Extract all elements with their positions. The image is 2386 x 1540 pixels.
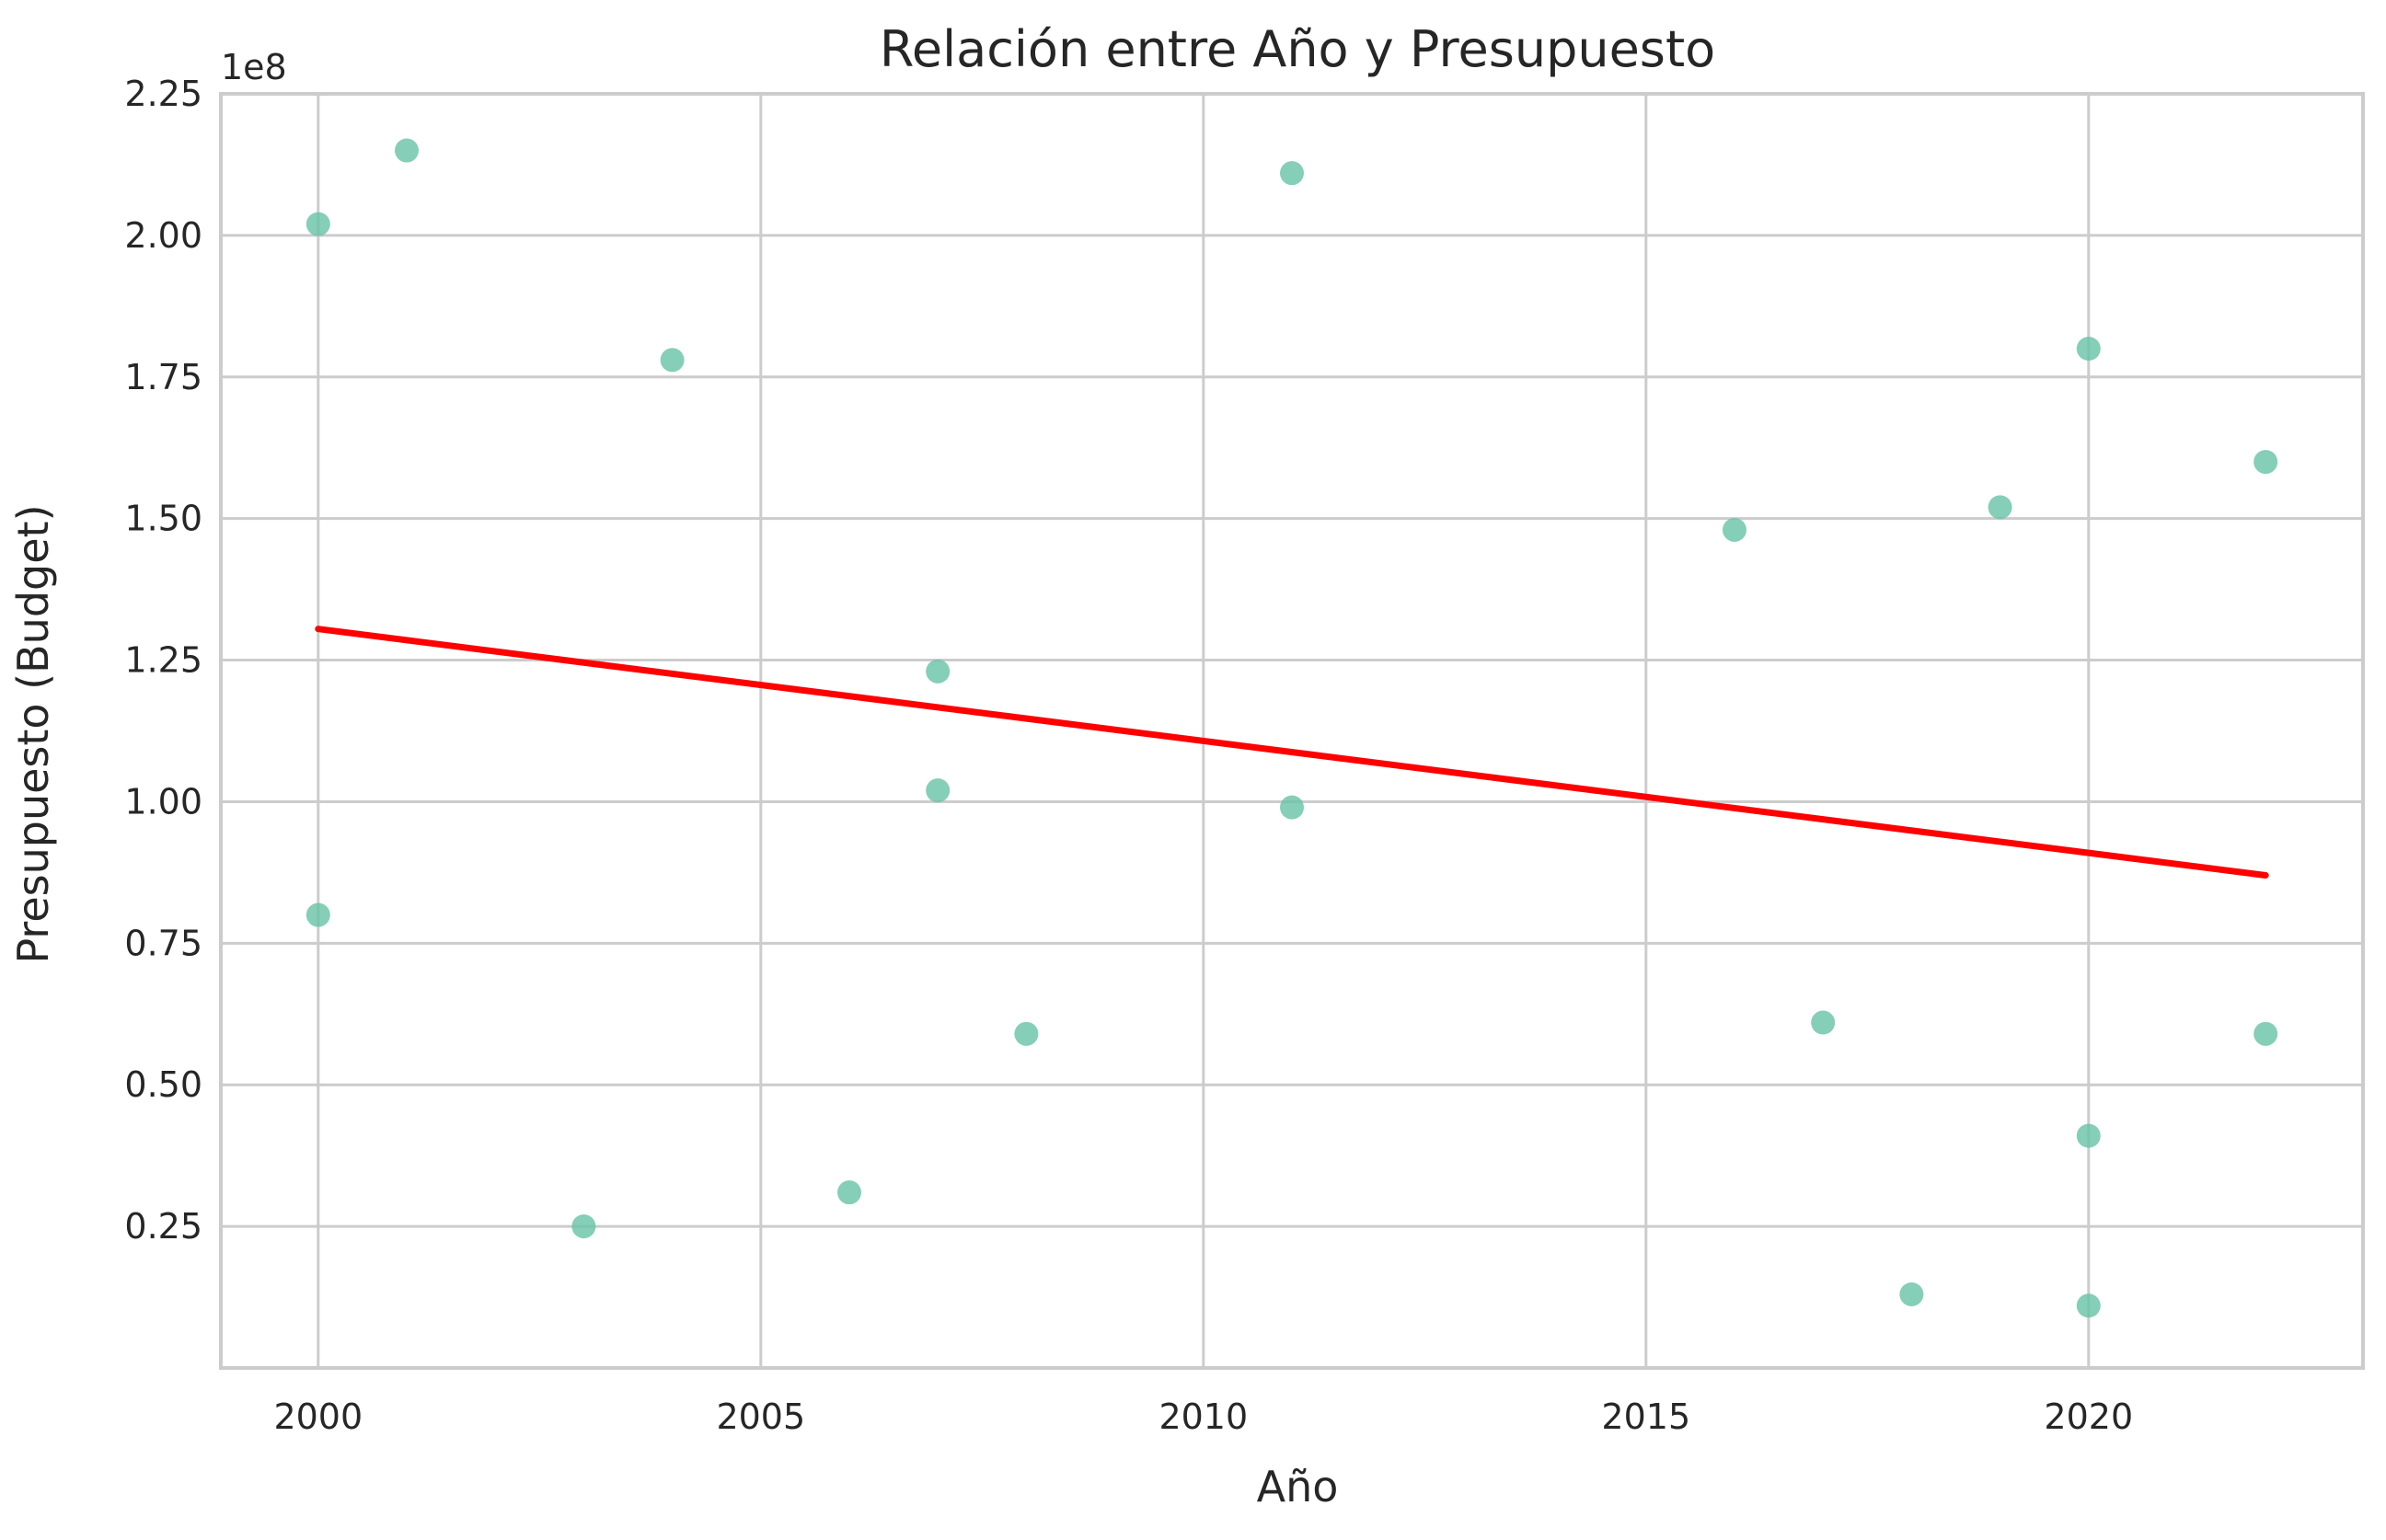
y-tick-label: 2.25 <box>124 74 202 114</box>
x-tick-label: 2010 <box>1158 1396 1248 1437</box>
y-tick-label: 0.50 <box>124 1064 202 1105</box>
x-axis-ticks: 2000 2005 2010 2015 2020 <box>273 1396 2133 1437</box>
data-point <box>2076 1293 2101 1318</box>
y-tick-label: 2.00 <box>124 215 202 256</box>
data-point <box>1722 517 1746 542</box>
y-axis-label: Presupuesto (Budget) <box>8 504 58 963</box>
data-point <box>305 212 330 236</box>
data-point <box>1811 1010 1836 1035</box>
data-point <box>395 138 420 163</box>
data-point <box>1014 1021 1039 1046</box>
trend-line <box>315 626 2269 879</box>
y-tick-label: 0.25 <box>124 1206 202 1247</box>
y-tick-label: 1.75 <box>124 357 202 397</box>
data-point <box>2076 337 2101 361</box>
data-point <box>926 778 951 803</box>
plot-frame <box>219 92 2365 1370</box>
y-tick-label: 1.00 <box>124 781 202 822</box>
y-tick-label: 1.25 <box>124 640 202 681</box>
y-tick-label: 1.50 <box>124 499 202 539</box>
trend-line-group <box>315 626 2269 879</box>
data-point <box>660 348 685 373</box>
x-tick-label: 2005 <box>716 1396 805 1437</box>
data-point <box>2076 1123 2101 1148</box>
data-point <box>2253 1021 2278 1046</box>
data-points <box>305 138 2278 1318</box>
y-axis-ticks: 0.25 0.50 0.75 1.00 1.25 1.50 1.75 2.00 2.25 <box>124 74 202 1247</box>
data-point <box>1988 495 2012 520</box>
x-axis-label: Año <box>1257 1462 1339 1511</box>
data-point <box>571 1214 596 1239</box>
data-point <box>2253 450 2278 475</box>
data-point <box>837 1180 862 1205</box>
y-tick-label: 0.75 <box>124 923 202 963</box>
data-point <box>305 902 330 927</box>
data-point <box>1899 1281 1924 1306</box>
data-point <box>926 659 951 684</box>
data-point <box>1280 161 1304 186</box>
data-point <box>1280 795 1304 820</box>
y-axis-offset-label: 1e8 <box>221 47 287 87</box>
chart-title: Relación entre Año y Presupuesto <box>880 20 1715 78</box>
grid <box>221 94 2363 1368</box>
x-tick-label: 2015 <box>1601 1396 1690 1437</box>
x-tick-label: 2000 <box>273 1396 363 1437</box>
x-tick-label: 2020 <box>2044 1396 2133 1437</box>
